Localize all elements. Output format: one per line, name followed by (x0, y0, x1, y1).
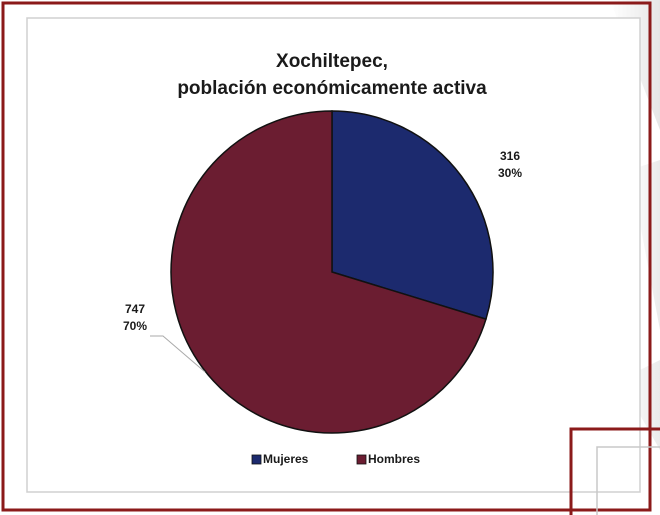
legend-swatch (251, 454, 262, 465)
chart-title: Xochiltepec, (276, 51, 388, 72)
legend-label: Hombres (368, 452, 420, 466)
pie-slice (170, 110, 487, 434)
data-label: 316 (500, 149, 520, 163)
chart-title: población económicamente activa (177, 78, 487, 99)
data-label: 70% (123, 319, 147, 333)
leader-line (150, 335, 206, 373)
legend-label: Mujeres (263, 452, 309, 466)
data-label: 747 (125, 302, 145, 316)
legend-swatch (356, 454, 367, 465)
data-label: 30% (498, 166, 522, 180)
pie-slice (331, 110, 494, 321)
